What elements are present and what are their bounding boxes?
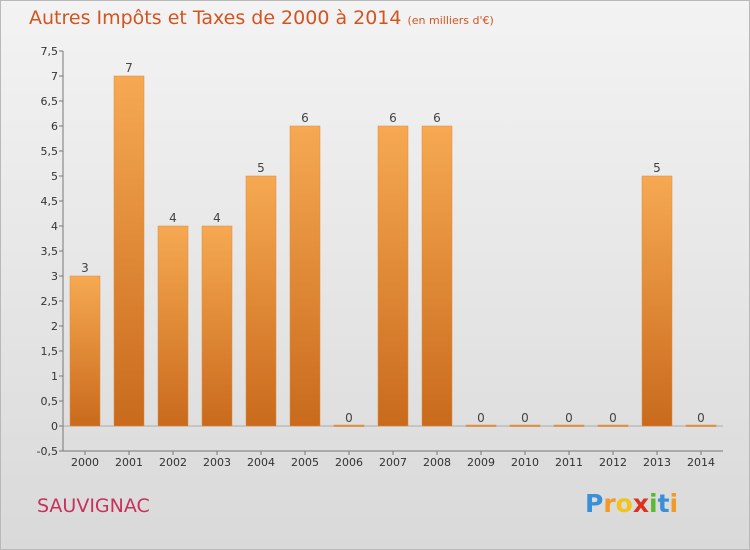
bar bbox=[377, 125, 409, 427]
x-tick-label: 2009 bbox=[467, 456, 495, 469]
y-tick-label: 5,5 bbox=[41, 145, 59, 158]
logo-letter: o bbox=[615, 489, 633, 518]
bar bbox=[289, 125, 321, 427]
data-label: 6 bbox=[301, 111, 309, 125]
bar bbox=[157, 225, 189, 427]
data-label: 0 bbox=[521, 411, 529, 425]
y-tick-label: 1 bbox=[51, 370, 58, 383]
y-tick-label: 2 bbox=[51, 320, 58, 333]
logo-letter: P bbox=[585, 489, 604, 518]
logo-letter: i bbox=[649, 489, 658, 518]
proxiti-logo: Proxiti bbox=[585, 489, 678, 518]
y-tick-label: 3 bbox=[51, 270, 58, 283]
x-tick-label: 2005 bbox=[291, 456, 319, 469]
bar bbox=[245, 175, 277, 427]
y-tick-label: -0,5 bbox=[37, 445, 58, 458]
bar bbox=[685, 424, 717, 427]
x-tick-label: 2003 bbox=[203, 456, 231, 469]
x-tick-label: 2011 bbox=[555, 456, 583, 469]
title-text: Autres Impôts et Taxes de 2000 à 2014 bbox=[29, 7, 402, 29]
bars bbox=[69, 75, 717, 427]
data-label: 0 bbox=[697, 411, 705, 425]
x-tick-label: 2001 bbox=[115, 456, 143, 469]
y-tick-label: 0 bbox=[51, 420, 58, 433]
data-labels: 3 7 4 4 5 6 0 6 6 0 0 0 0 5 0 bbox=[81, 61, 705, 425]
y-tick-label: 4 bbox=[51, 220, 58, 233]
logo-letter: t bbox=[657, 489, 670, 518]
bar bbox=[553, 424, 585, 427]
data-label: 6 bbox=[433, 111, 441, 125]
data-label: 0 bbox=[345, 411, 353, 425]
y-tick-label: 2,5 bbox=[41, 295, 59, 308]
x-tick-label: 2013 bbox=[643, 456, 671, 469]
y-tick-label: 5 bbox=[51, 170, 58, 183]
logo-letter: x bbox=[632, 489, 649, 518]
y-tick-label: 3,5 bbox=[41, 245, 59, 258]
data-label: 4 bbox=[169, 211, 177, 225]
x-tick-label: 2004 bbox=[247, 456, 275, 469]
bar bbox=[465, 424, 497, 427]
data-label: 4 bbox=[213, 211, 221, 225]
bar bbox=[641, 175, 673, 427]
y-tick-label: 7,5 bbox=[41, 45, 59, 58]
x-tick-label: 2014 bbox=[687, 456, 715, 469]
bar bbox=[69, 275, 101, 427]
x-tick-label: 2000 bbox=[71, 456, 99, 469]
bar bbox=[201, 225, 233, 427]
y-tick-label: 4,5 bbox=[41, 195, 59, 208]
commune-name: SAUVIGNAC bbox=[37, 495, 150, 517]
x-tick-label: 2010 bbox=[511, 456, 539, 469]
bar bbox=[113, 75, 145, 427]
x-tick-label: 2007 bbox=[379, 456, 407, 469]
chart-title: Autres Impôts et Taxes de 2000 à 2014 (en… bbox=[29, 7, 494, 29]
data-label: 5 bbox=[257, 161, 265, 175]
data-label: 6 bbox=[389, 111, 397, 125]
bar bbox=[509, 424, 541, 427]
data-label: 0 bbox=[477, 411, 485, 425]
logo-letter: i bbox=[669, 489, 679, 518]
bar bbox=[597, 424, 629, 427]
y-tick-label: 6 bbox=[51, 120, 58, 133]
x-tick-label: 2008 bbox=[423, 456, 451, 469]
x-tick-label: 2012 bbox=[599, 456, 627, 469]
logo-letter: r bbox=[603, 489, 616, 518]
data-label: 7 bbox=[125, 61, 133, 75]
y-tick-label: 1,5 bbox=[41, 345, 59, 358]
unit-text: (en milliers d'€) bbox=[407, 14, 494, 27]
y-tick-label: 6,5 bbox=[41, 95, 59, 108]
x-tick-label: 2002 bbox=[159, 456, 187, 469]
data-label: 0 bbox=[609, 411, 617, 425]
bar bbox=[421, 125, 453, 427]
x-tick-label: 2006 bbox=[335, 456, 363, 469]
y-tick-label: 0,5 bbox=[41, 395, 59, 408]
data-label: 3 bbox=[81, 261, 89, 275]
y-tick-label: 7 bbox=[51, 70, 58, 83]
data-label: 0 bbox=[565, 411, 573, 425]
bar bbox=[333, 424, 365, 427]
axes: -0,5 0 0,5 1 1,5 2 2,5 3 3,5 4 4,5 5 5,5 6 6,5 7 7,5 2000… bbox=[37, 45, 723, 469]
data-label: 5 bbox=[653, 161, 661, 175]
